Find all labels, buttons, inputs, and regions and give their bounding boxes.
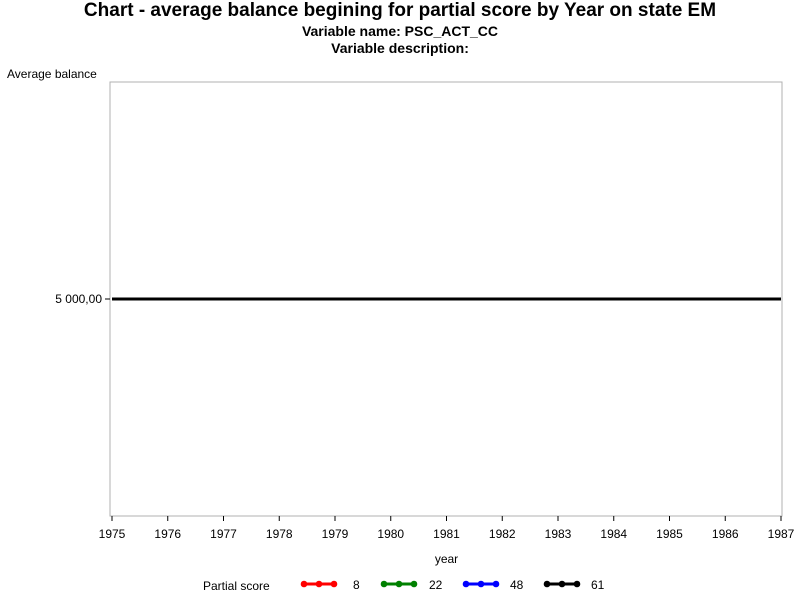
legend-label: 61: [591, 578, 605, 592]
legend-swatch-48: [462, 580, 500, 588]
legend: Partial score 8 22 48 61: [0, 576, 800, 596]
legend-swatch-61: [543, 580, 581, 588]
x-axis: 1975 1976 1977 1978 1979 1980 1981 1982 1983 1984…: [99, 516, 795, 541]
x-tick-label: 1983: [545, 527, 572, 541]
legend-label: 8: [353, 578, 360, 592]
legend-swatch-8: [300, 580, 338, 588]
legend-swatch-marker: [558, 580, 566, 588]
legend-swatch-marker: [395, 580, 403, 588]
legend-swatch-marker: [315, 580, 323, 588]
y-axis-label: Average balance: [7, 67, 97, 81]
x-tick-label: 1981: [433, 527, 460, 541]
legend-label: 48: [510, 578, 524, 592]
x-axis-label: year: [434, 552, 459, 566]
legend-swatch-marker: [492, 580, 500, 588]
x-tick-label: 1985: [656, 527, 683, 541]
legend-swatch-marker: [410, 580, 418, 588]
y-axis: 5 000,00: [55, 292, 110, 306]
x-tick-label: 1976: [154, 527, 181, 541]
x-tick-label: 1978: [266, 527, 293, 541]
legend-swatch-marker: [573, 580, 581, 588]
legend-swatch-marker: [300, 580, 308, 588]
legend-swatch-22: [380, 580, 418, 588]
x-tick-label: 1987: [768, 527, 795, 541]
x-tick-label: 1986: [712, 527, 739, 541]
legend-swatch-marker: [462, 580, 470, 588]
variable-name: Variable name: PSC_ACT_CC: [301, 23, 499, 39]
legend-label: 22: [429, 578, 443, 592]
y-tick-label: 5 000,00: [55, 292, 102, 306]
x-tick-label: 1980: [377, 527, 404, 541]
line-chart: 1975 1976 1977 1978 1979 1980 1981 1982 1983 1984…: [55, 81, 795, 541]
x-tick-label: 1975: [99, 527, 126, 541]
legend-title: Partial score: [203, 579, 270, 593]
variable-description: Variable description:: [331, 40, 469, 56]
x-tick-label: 1984: [600, 527, 627, 541]
chart-title: Chart - average balance begining for par…: [83, 0, 717, 21]
legend-swatch-marker: [477, 580, 485, 588]
x-tick-label: 1977: [210, 527, 237, 541]
legend-swatch-marker: [330, 580, 338, 588]
x-tick-label: 1982: [489, 527, 516, 541]
legend-swatch-marker: [543, 580, 551, 588]
x-tick-label: 1979: [322, 527, 349, 541]
legend-swatch-marker: [380, 580, 388, 588]
